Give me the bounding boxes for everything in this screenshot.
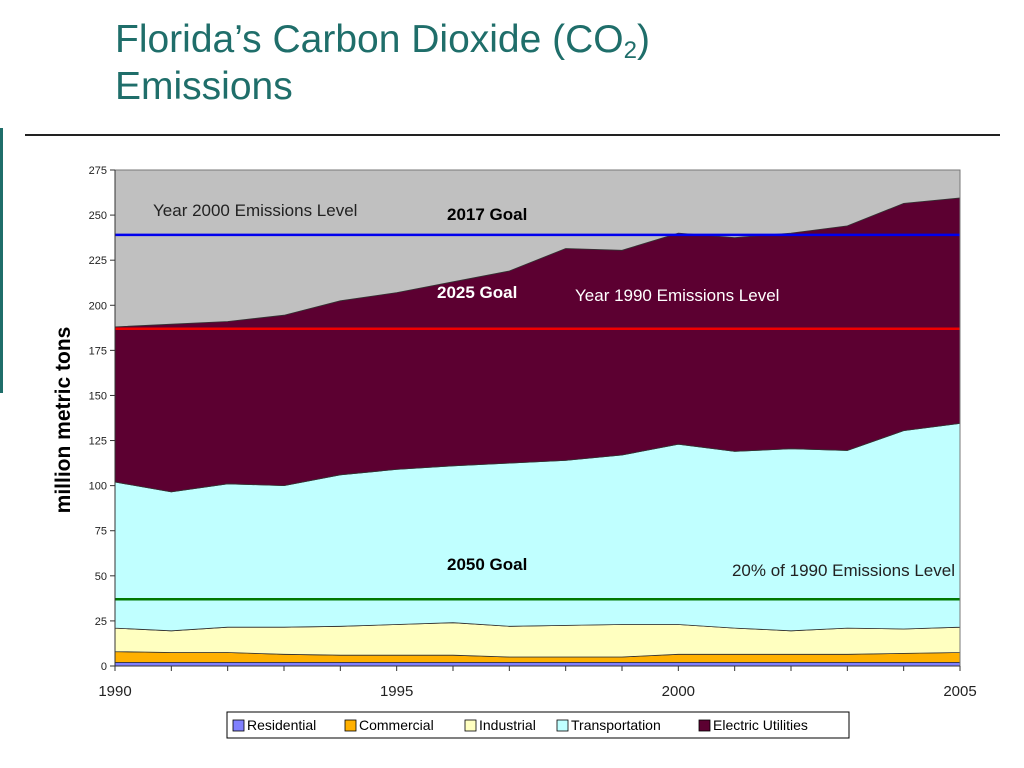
y-tick-label: 100 — [89, 481, 107, 493]
legend-entry: Transportation — [571, 717, 661, 733]
label-2050-goal: 2050 Goal — [447, 555, 527, 574]
legend-swatch — [464, 719, 477, 732]
y-tick-label: 50 — [95, 571, 107, 583]
x-tick-label: 2000 — [662, 683, 695, 700]
label-2017-goal: 2017 Goal — [447, 205, 527, 224]
label-year-1990-level: Year 1990 Emissions Level — [575, 286, 779, 305]
legend-entry: Commercial — [359, 717, 434, 733]
title-line2: Emissions — [115, 65, 293, 108]
title-divider — [25, 134, 1000, 136]
label-20pct-level: 20% of 1990 Emissions Level — [732, 561, 955, 580]
legend-box — [226, 711, 850, 739]
legend-entry: Electric Utilities — [713, 717, 808, 733]
label-2025-goal: 2025 Goal — [437, 283, 517, 302]
y-tick-label: 125 — [89, 436, 107, 448]
y-tick-label: 25 — [95, 616, 107, 628]
legend-swatch — [698, 719, 711, 732]
legend-swatch — [344, 719, 357, 732]
title-text: Florida’s Carbon Dioxide (CO — [115, 18, 624, 61]
legend-swatch — [556, 719, 569, 732]
legend-swatch — [232, 719, 245, 732]
area-residential — [114, 662, 961, 667]
y-tick-label: 150 — [89, 390, 107, 402]
plot-layer: Year 2000 Emissions Level 2017 Goal 2025 G… — [52, 165, 977, 739]
y-tick-label: 250 — [89, 210, 107, 222]
x-tick-label: 1990 — [98, 683, 131, 700]
x-tick-label: 2005 — [943, 683, 976, 700]
y-axis-label: million metric tons — [52, 327, 75, 514]
legend-entry: Industrial — [479, 717, 536, 733]
x-tick-label: 1995 — [380, 683, 413, 700]
legend-entry: Residential — [247, 717, 316, 733]
title-close: ) — [637, 18, 650, 61]
title-subscript: 2 — [623, 37, 637, 64]
y-tick-label: 175 — [89, 345, 107, 357]
y-tick-label: 275 — [89, 165, 107, 177]
legend: Residential Commercial Industrial Transport… — [226, 711, 850, 739]
y-tick-label: 225 — [89, 255, 107, 267]
slide-title: Florida’s Carbon Dioxide (CO2) Emissions — [115, 16, 975, 110]
label-year-2000-level: Year 2000 Emissions Level — [153, 201, 357, 220]
side-accent-bar — [0, 128, 3, 393]
y-tick-label: 0 — [101, 661, 107, 673]
y-tick-label: 200 — [89, 300, 107, 312]
y-tick-label: 75 — [95, 526, 107, 538]
